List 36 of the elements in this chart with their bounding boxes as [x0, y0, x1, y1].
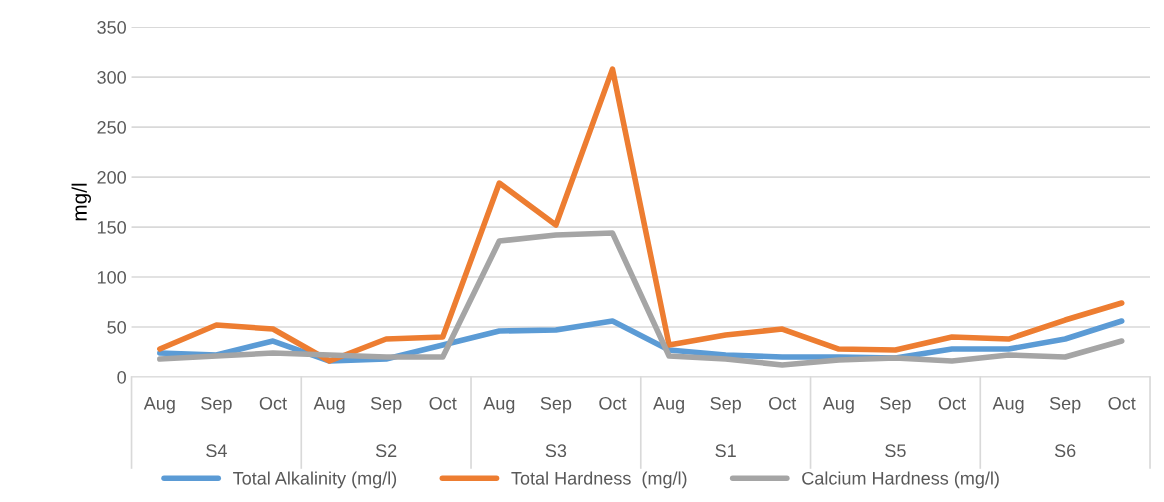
y-tick-label: 0	[117, 370, 126, 384]
y-tick-label: 50	[107, 320, 126, 334]
x-tick-label: Oct	[259, 396, 287, 410]
y-tick-label: 200	[97, 171, 126, 184]
text: S3	[545, 444, 567, 458]
y-tick-label: 300	[97, 71, 126, 84]
x-tick-label: Aug	[143, 397, 175, 414]
x-tick-label: Sep	[880, 396, 911, 414]
y-axis-title: mg/l	[71, 183, 91, 221]
x-tick-label: Aug	[653, 397, 684, 414]
legend-label: Calcium Hardness (mg/l)	[802, 471, 999, 489]
x-tick-label: Aug	[483, 397, 515, 414]
x-tick-label: Aug	[992, 397, 1024, 414]
x-tick-label: Oct	[599, 396, 627, 410]
text: S4	[206, 444, 227, 458]
x-tick-label: Sep	[201, 396, 232, 414]
x-tick-label: Sep	[370, 396, 402, 414]
text: S6	[1054, 444, 1076, 458]
y-tick-label: 350	[97, 21, 126, 34]
text: S5	[885, 444, 906, 458]
legend-label: Total Hardness (mg/l)	[511, 471, 687, 489]
text: S1	[715, 444, 736, 458]
x-tick-label: Oct	[1108, 396, 1136, 410]
y-tick-label: 150	[97, 220, 126, 234]
y-tick-label: 250	[97, 121, 126, 134]
x-tick-label: Aug	[822, 397, 854, 414]
x-tick-label: Oct	[769, 396, 797, 410]
x-tick-label: Oct	[429, 396, 457, 410]
x-tick-label: Oct	[938, 396, 966, 410]
x-tick-label: Sep	[1049, 396, 1081, 414]
text: S2	[375, 444, 397, 458]
x-tick-label: Sep	[710, 396, 741, 414]
y-tick-label: 100	[97, 270, 126, 284]
legend-label: Total Alkalinity (mg/l)	[233, 471, 397, 489]
x-tick-label: Aug	[313, 397, 345, 414]
x-tick-label: Sep	[540, 396, 572, 414]
